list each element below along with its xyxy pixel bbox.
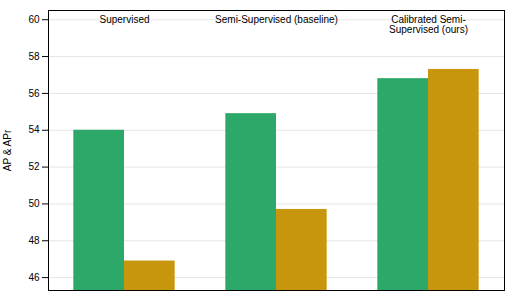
svg-text:56: 56 — [28, 88, 40, 99]
svg-text:Semi-Supervised (baseline): Semi-Supervised (baseline) — [215, 14, 338, 25]
svg-text:Supervised: Supervised — [99, 14, 149, 25]
svg-text:58: 58 — [28, 51, 40, 62]
svg-text:52: 52 — [28, 161, 40, 172]
svg-text:AP & APr: AP & APr — [2, 129, 13, 171]
svg-text:Calibrated Semi-Supervised (ou: Calibrated Semi-Supervised (ours) — [389, 14, 468, 35]
svg-text:50: 50 — [28, 198, 40, 209]
svg-text:48: 48 — [28, 235, 40, 246]
svg-text:54: 54 — [28, 124, 40, 135]
svg-text:46: 46 — [28, 272, 40, 283]
svg-text:60: 60 — [28, 14, 40, 25]
